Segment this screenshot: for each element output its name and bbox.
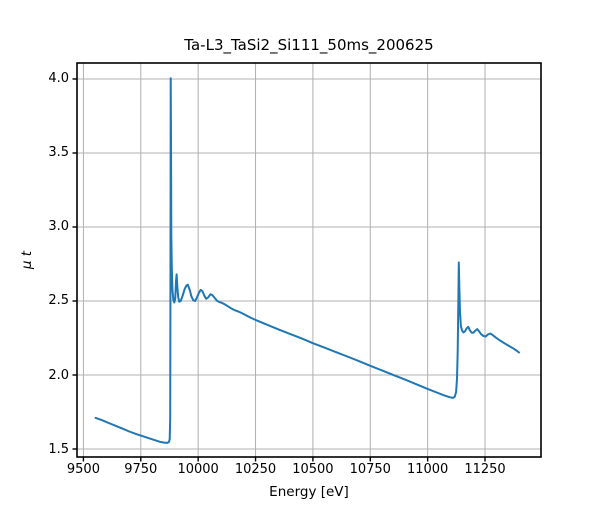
x-tick-label: 10500 xyxy=(292,462,334,477)
y-tick-label: 2.0 xyxy=(48,367,69,383)
x-axis-label: Energy [eV] xyxy=(269,484,349,500)
plot-border xyxy=(76,62,542,458)
x-tick-label: 10250 xyxy=(234,462,277,477)
x-tick-label: 10750 xyxy=(349,462,391,477)
absorption-spectrum-curve xyxy=(94,77,520,444)
y-tick-label: 3.0 xyxy=(48,219,69,235)
y-tick-label: 2.5 xyxy=(48,293,69,309)
y-tick-label: 3.5 xyxy=(48,145,69,161)
x-tick-label: 10000 xyxy=(177,462,219,477)
chart-title: Ta-L3_TaSi2_Si111_50ms_200625 xyxy=(184,36,434,54)
y-tick-label: 1.5 xyxy=(48,441,69,457)
y-tick-label: 4.0 xyxy=(48,71,69,87)
x-tick-label: 11250 xyxy=(464,462,506,477)
x-tick-label: 9500 xyxy=(66,462,100,477)
x-tick-label: 11000 xyxy=(406,462,449,477)
x-tick-label: 9750 xyxy=(124,462,158,477)
